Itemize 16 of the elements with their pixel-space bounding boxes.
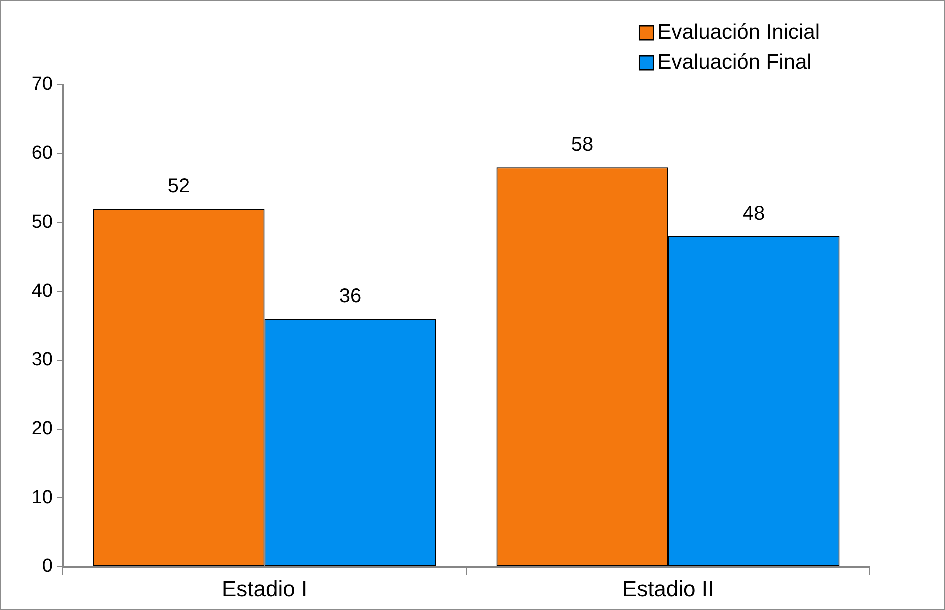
data-label: 58 [571, 134, 594, 156]
data-label: 52 [168, 175, 190, 198]
y-tick-label: 40 [32, 280, 53, 302]
y-tick-label: 70 [32, 74, 53, 96]
legend-label: Evaluación Inicial [658, 20, 820, 44]
x-tick-label: Estadio I [222, 576, 308, 602]
data-label: 48 [742, 203, 766, 225]
y-tick-label: 60 [32, 143, 53, 164]
x-tick-label: Estadio II [622, 576, 714, 602]
y-tick-label: 0 [42, 556, 53, 578]
legend-label: Evaluación Final [658, 50, 812, 74]
y-tick-label: 20 [32, 418, 53, 440]
y-tick-label: 30 [32, 350, 53, 371]
data-label: 36 [339, 286, 362, 308]
y-tick-label: 10 [32, 487, 53, 508]
y-tick-label: 50 [32, 212, 53, 233]
